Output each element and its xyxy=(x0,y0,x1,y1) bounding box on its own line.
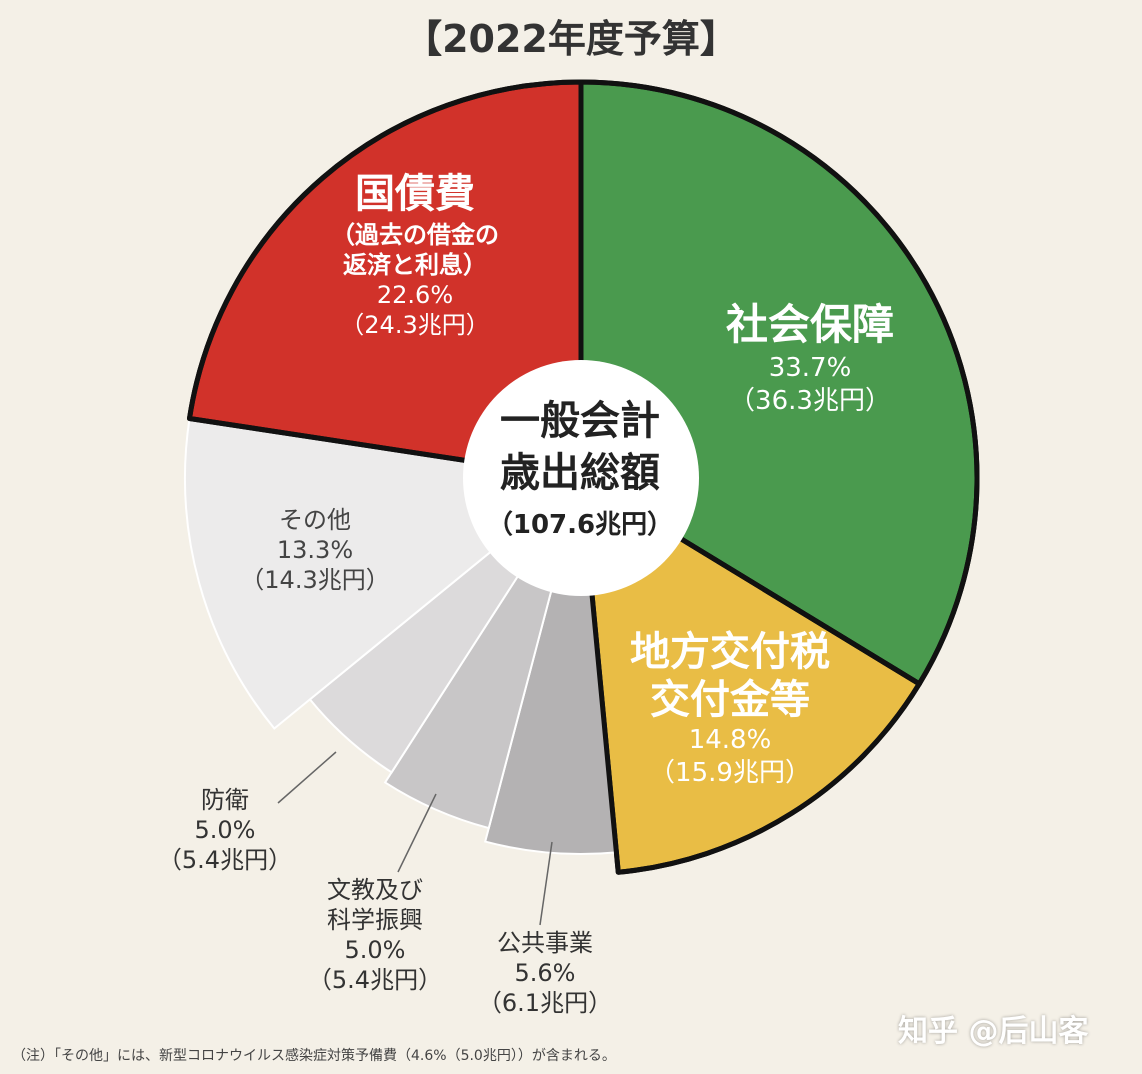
label-kokusai-sub2: 返済と利息） xyxy=(343,251,487,279)
label-koukyou: 公共事業 5.6% （6.1兆円） xyxy=(470,928,620,1018)
label-bouei-amount: （5.4兆円） xyxy=(157,846,293,874)
label-sonota: その他 13.3% （14.3兆円） xyxy=(225,505,405,595)
label-chiho-name1: 地方交付税 xyxy=(630,629,830,675)
label-chiho-amount: （15.9兆円） xyxy=(649,757,811,788)
label-koukyou-percent: 5.6% xyxy=(514,959,576,987)
label-bouei-percent: 5.0% xyxy=(194,816,256,844)
slice-outline-shakai xyxy=(578,79,980,687)
label-kokusai-amount: （24.3兆円） xyxy=(340,311,490,339)
label-sonota-name: その他 xyxy=(279,506,351,534)
label-bunkyo-percent: 5.0% xyxy=(344,936,406,964)
label-shakai-percent: 33.7% xyxy=(768,353,852,383)
center-total: （107.6兆円） xyxy=(486,510,674,540)
label-sonota-amount: （14.3兆円） xyxy=(240,566,390,594)
leader-line-bouei xyxy=(277,751,337,804)
slice-outline-chiho xyxy=(578,475,922,875)
label-koukyou-name: 公共事業 xyxy=(497,929,593,957)
label-chiho: 地方交付税 交付金等 14.8% （15.9兆円） xyxy=(600,628,860,789)
label-koukyou-amount: （6.1兆円） xyxy=(477,989,613,1017)
chart-title: 【2022年度予算】 xyxy=(404,17,738,61)
label-shakai-name: 社会保障 xyxy=(725,300,894,349)
label-bunkyo-name1: 文教及び xyxy=(327,876,423,904)
label-kokusai-name: 国債費 xyxy=(355,171,475,217)
leader-line-bunkyo xyxy=(397,793,437,873)
label-sonota-percent: 13.3% xyxy=(276,536,354,564)
footnote: （注）「その他」には、新型コロナウイルス感染症対策予備費（4.6%（5.0兆円）… xyxy=(12,1048,616,1064)
label-chiho-percent: 14.8% xyxy=(688,725,772,755)
label-kokusai-percent: 22.6% xyxy=(376,281,454,309)
label-bunkyo-amount: （5.4兆円） xyxy=(307,966,443,994)
center-line1: 一般会計 xyxy=(500,398,660,444)
slice-outline-kokusai xyxy=(186,79,584,481)
label-bouei: 防衛 5.0% （5.4兆円） xyxy=(150,785,300,875)
label-shakai-amount: （36.3兆円） xyxy=(729,385,891,416)
watermark: 知乎 @后山客 xyxy=(898,1014,1089,1049)
label-chiho-name2: 交付金等 xyxy=(650,677,810,723)
leader-line-koukyou xyxy=(539,841,553,926)
label-kokusai-sub1: （過去の借金の xyxy=(331,221,499,249)
label-bunkyo-name2: 科学振興 xyxy=(327,906,423,934)
donut-hole xyxy=(463,360,699,596)
label-bunkyo: 文教及び 科学振興 5.0% （5.4兆円） xyxy=(295,875,455,995)
label-bouei-name: 防衛 xyxy=(201,786,249,814)
label-kokusai: 国債費 （過去の借金の 返済と利息） 22.6% （24.3兆円） xyxy=(300,168,530,340)
label-shakai: 社会保障 33.7% （36.3兆円） xyxy=(700,298,920,417)
center-line2: 歳出総額 xyxy=(500,450,660,496)
center-label: 一般会計 歳出総額 （107.6兆円） xyxy=(440,395,720,545)
